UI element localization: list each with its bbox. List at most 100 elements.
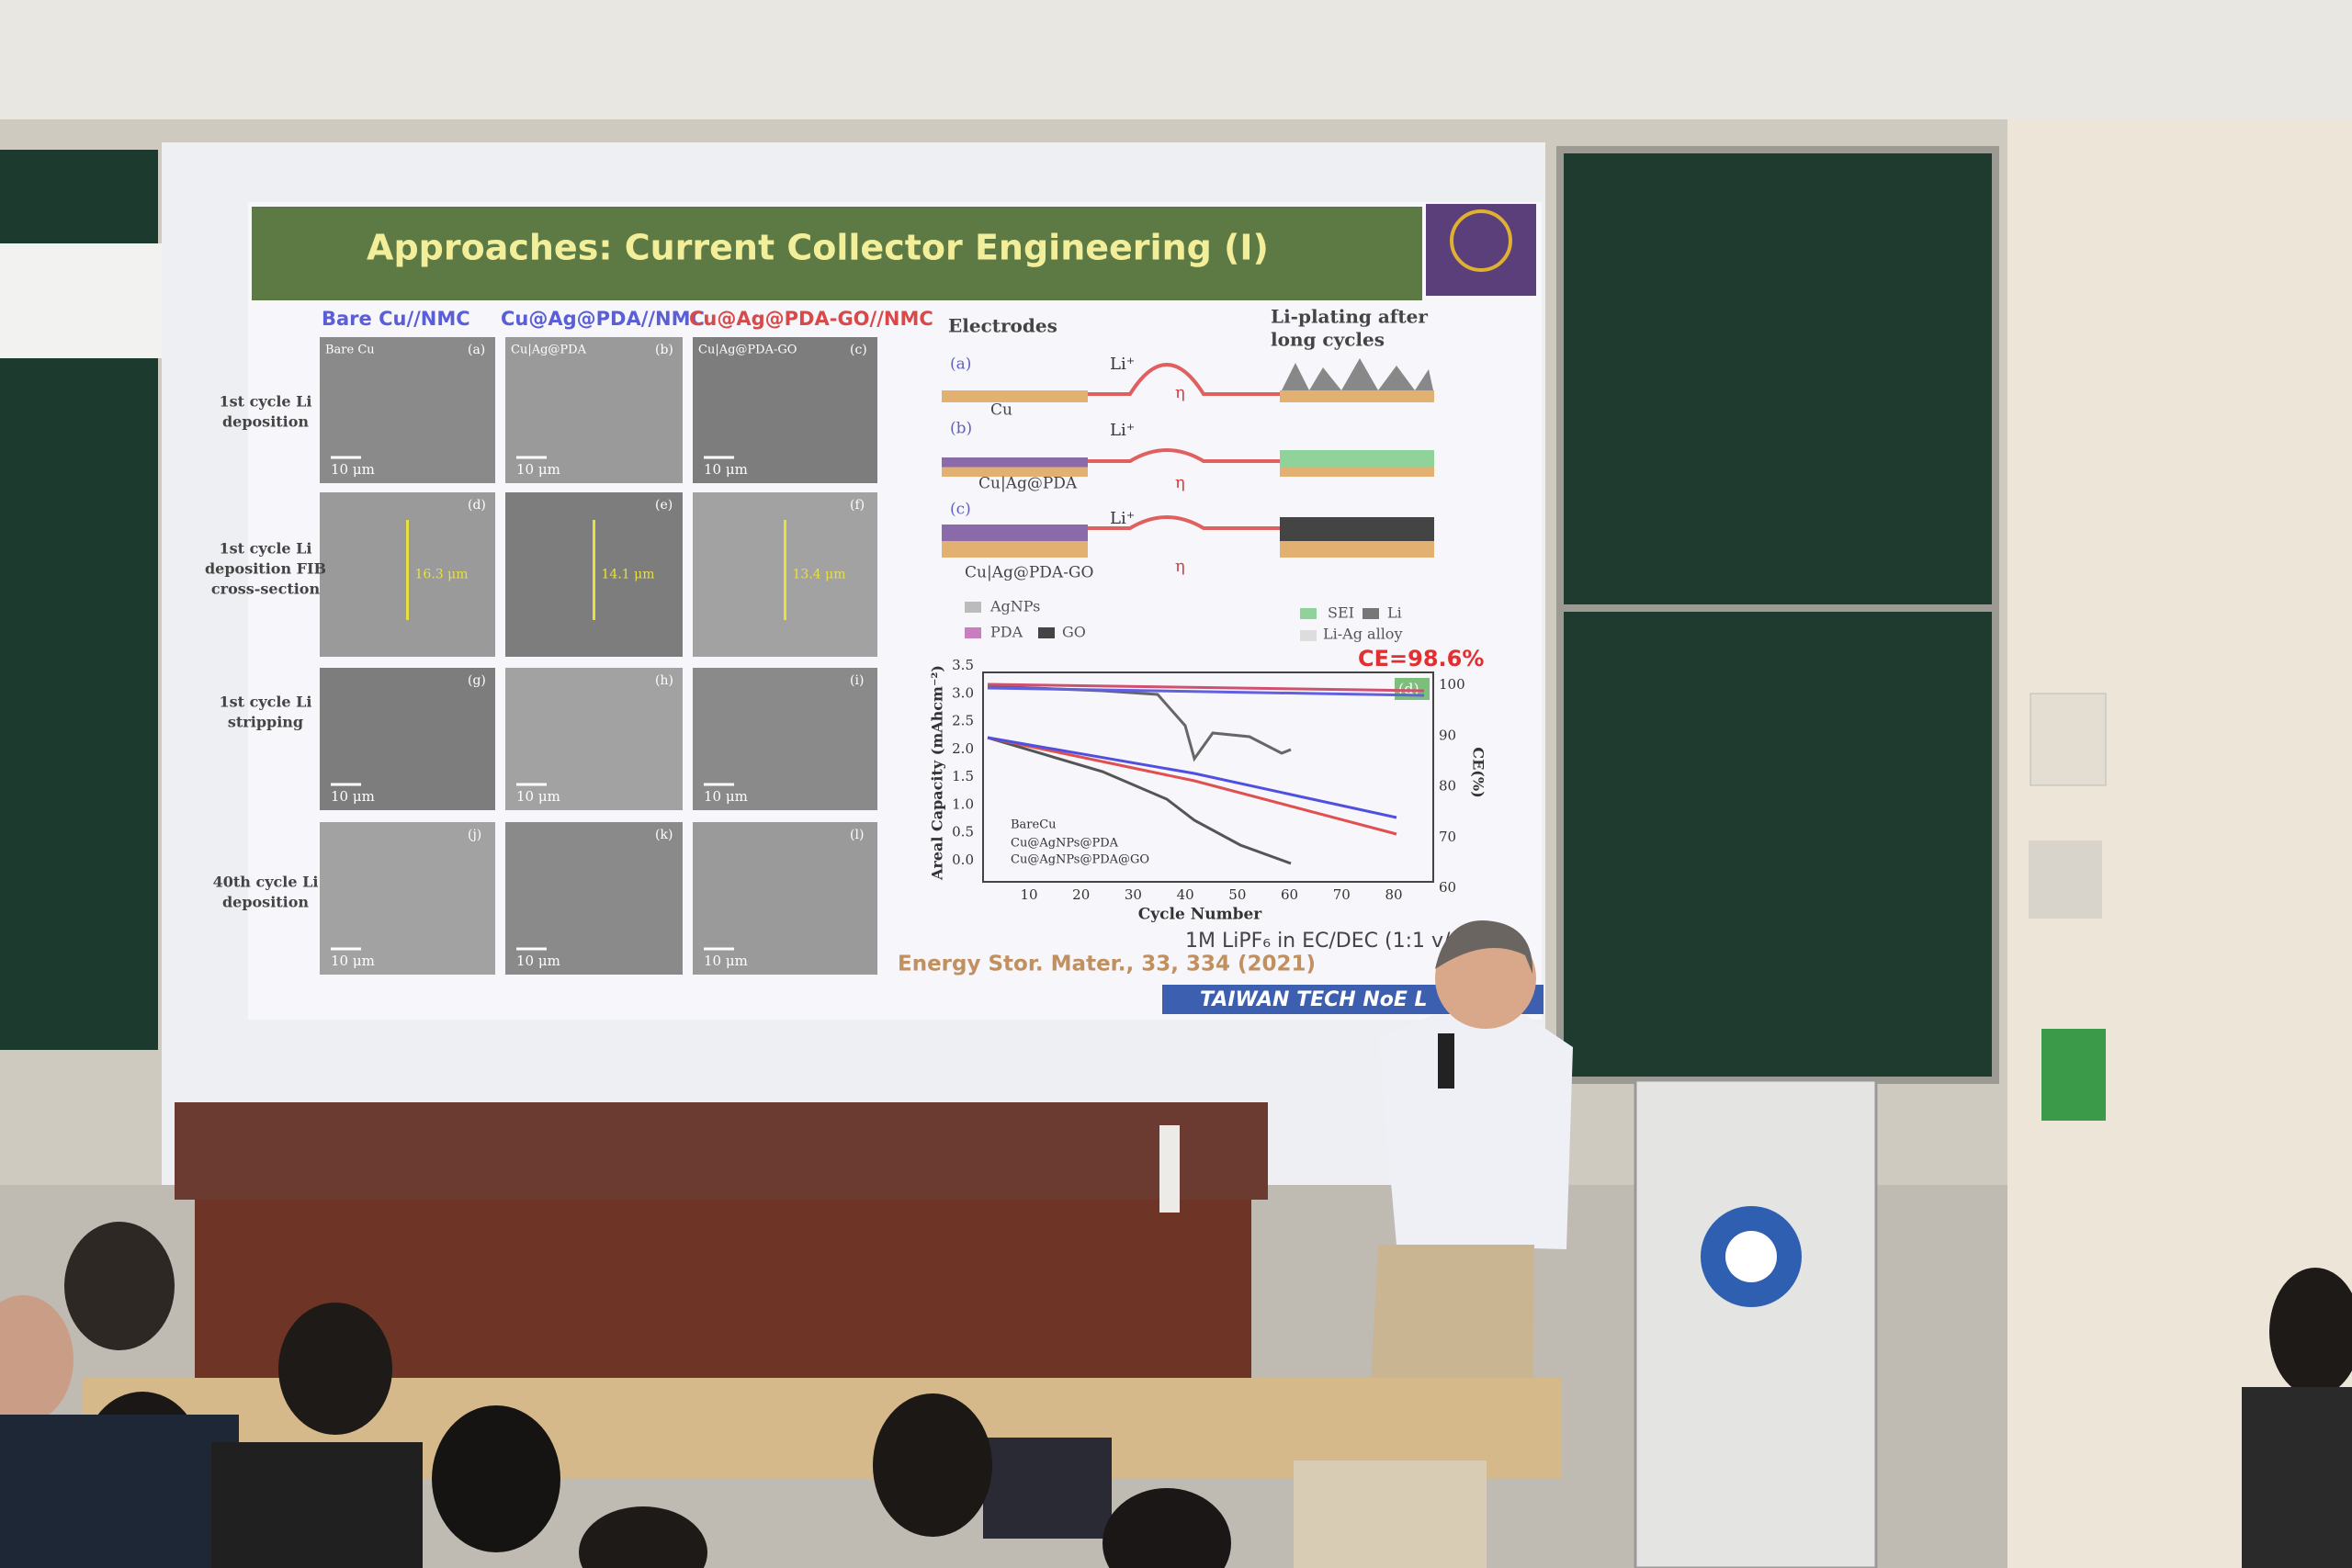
column-label: Cu@Ag@PDA-GO//NMC (689, 308, 933, 330)
electrode-label: Cu|Ag@PDA-GO (965, 564, 1093, 582)
panel-label: (k) (655, 828, 673, 842)
row-labels: 1st cycle Li deposition 1st cycle Li deposi… (205, 393, 326, 911)
ion-label: Li⁺ (1110, 355, 1135, 374)
y-tick-label: 0.0 (952, 852, 974, 868)
y2-tick-label: 70 (1439, 829, 1456, 845)
citation: Energy Stor. Mater., 33, 334 (2021) (898, 953, 1316, 976)
energy-curve (1088, 515, 1280, 530)
depth-label: 13.4 μm (793, 568, 846, 582)
switch-box (2030, 693, 2107, 786)
capacity-curve (987, 736, 1397, 819)
camera-box (1294, 1461, 1487, 1568)
row-label: deposition FIB (205, 560, 326, 578)
sem-image (320, 668, 495, 810)
y2-tick-label: 100 (1439, 676, 1465, 693)
depth-label: 14.1 μm (602, 568, 655, 582)
image-tag: Bare Cu (325, 344, 375, 357)
image-tag: Cu|Ag@PDA-GO (698, 344, 797, 357)
ce-label: CE=98.6% (1358, 646, 1484, 671)
x-tick-label: 20 (1072, 886, 1090, 903)
y2-tick-label: 90 (1439, 727, 1456, 743)
x-tick-label: 40 (1177, 886, 1194, 903)
logo-ring (1450, 209, 1512, 272)
green-box (2041, 1029, 2106, 1121)
depth-label: 16.3 μm (415, 568, 469, 582)
y-tick-label: 2.5 (952, 713, 974, 729)
diagram-legend: GO (1062, 624, 1086, 641)
coating (1280, 517, 1434, 541)
scale-label: 10 μm (331, 461, 375, 478)
slide-title: Approaches: Current Collector Engineerin… (367, 228, 1269, 268)
y-tick-label: 3.5 (952, 657, 974, 673)
panel-label: (h) (655, 673, 673, 688)
legend-swatch (965, 627, 981, 638)
electrode (942, 390, 1088, 402)
laptop (983, 1438, 1112, 1539)
chart-legend: BareCu (1011, 818, 1057, 832)
podium (1634, 1078, 1878, 1568)
capacity-curve (987, 736, 1292, 865)
x-tick-label: 60 (1281, 886, 1298, 903)
audience-head (0, 1295, 74, 1424)
logo (1426, 204, 1536, 296)
scale-label: 10 μm (704, 788, 748, 805)
row-label: 1st cycle Li (219, 393, 311, 411)
audience-head (278, 1303, 392, 1435)
diagram-heading: Electrodes (948, 315, 1057, 337)
capacity-curve (987, 736, 1397, 836)
y-tick-label: 1.0 (952, 795, 974, 812)
scale-label: 10 μm (516, 953, 560, 969)
panel-label: (i) (850, 673, 864, 688)
column-label: Bare Cu//NMC (322, 308, 470, 330)
panel-label: (e) (655, 498, 673, 513)
y2-axis-label: CE(%) (1470, 747, 1487, 797)
audience-body (211, 1442, 423, 1568)
panel-label: (d) (1398, 681, 1419, 698)
y-tick-label: 1.5 (952, 768, 974, 784)
title-bar (252, 207, 1422, 300)
ceiling (0, 0, 2352, 119)
desk-top (175, 1102, 1268, 1200)
chart-legend: Cu@AgNPs@PDA (1011, 837, 1119, 851)
legend-swatch (1363, 608, 1379, 619)
audience-head (64, 1222, 175, 1350)
panel-label: (b) (655, 343, 673, 357)
y-tick-label: 0.5 (952, 824, 974, 840)
electrode-label: Cu|Ag@PDA (978, 475, 1078, 493)
row-label: 1st cycle Li (219, 694, 311, 711)
x-tick-label: 70 (1333, 886, 1351, 903)
y-axis-label: Areal Capacity (mAhcm⁻²) (929, 665, 946, 881)
podium-emblem-inner (1725, 1231, 1777, 1282)
energy-curve (1088, 448, 1280, 463)
speaker-hair (1435, 920, 1533, 974)
x-tick-label: 80 (1385, 886, 1402, 903)
image-tag: Cu|Ag@PDA (511, 344, 587, 357)
row-label: deposition (222, 894, 309, 911)
microphone (1438, 1033, 1454, 1089)
eta-label: η (1175, 557, 1185, 576)
panel-label: (d) (468, 498, 486, 513)
ce-curve (987, 682, 1425, 693)
speaker-shirt (1378, 1015, 1573, 1249)
y2-tick-label: 60 (1439, 879, 1456, 896)
y2-tick-label: 80 (1439, 778, 1456, 795)
row-label: 40th cycle Li (213, 874, 319, 891)
panel-label: (f) (850, 498, 865, 513)
x-tick-label: 30 (1125, 886, 1142, 903)
diagram-legend: PDA (990, 624, 1023, 641)
column-label: Cu@Ag@PDA//NMC (501, 308, 705, 330)
scale-label: 10 μm (704, 953, 748, 969)
audience-head (579, 1506, 707, 1568)
panel-label: (g) (468, 673, 486, 688)
blackboard-right (1556, 146, 1999, 1084)
ce-curve (987, 686, 1425, 697)
diagram: (a) Cu Li⁺ η (b) Cu|Ag@PDA Li⁺ η (c) Cu|Ag@PDA-GO… (942, 355, 1434, 582)
diagram-heading: long cycles (1271, 329, 1385, 351)
eta-label: η (1175, 473, 1185, 492)
scale-label: 10 μm (704, 461, 748, 478)
panel-label: (a) (468, 343, 485, 357)
chart-legend: Cu@AgNPs@PDA@GO (1011, 853, 1149, 867)
